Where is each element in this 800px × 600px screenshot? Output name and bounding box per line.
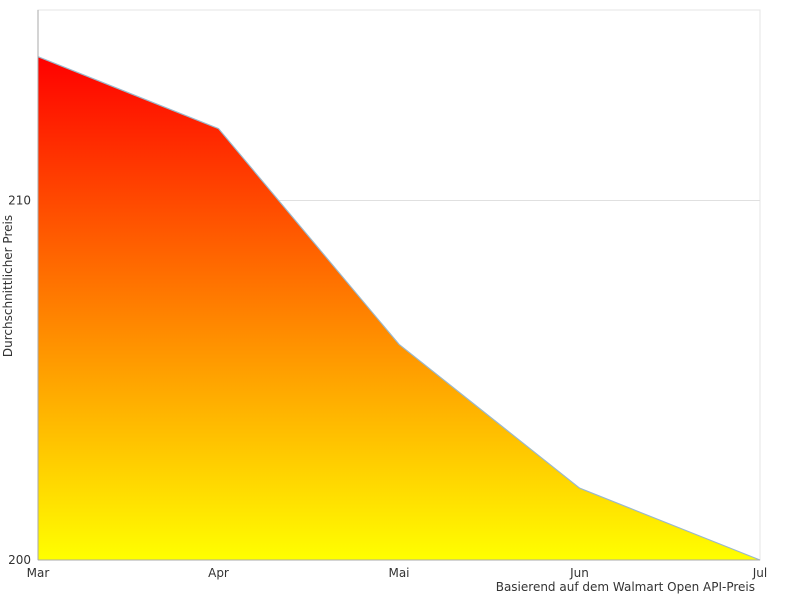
y-tick-label-200: 200 — [8, 553, 31, 567]
x-tick-labels: Mar Apr Mai Jun Jul — [27, 566, 768, 580]
x-tick-label-Apr: Apr — [208, 566, 229, 580]
x-axis-caption: Basierend auf dem Walmart Open API-Preis — [496, 580, 755, 594]
y-tick-labels: 200 210 — [8, 194, 31, 567]
area-fill — [38, 56, 760, 560]
y-axis-label: Durchschnittlicher Preis — [1, 215, 15, 357]
series-line — [37, 56, 761, 561]
axis-lines — [37, 10, 760, 561]
x-tick-label-Jun: Jun — [569, 566, 589, 580]
x-tick-label-Mar: Mar — [27, 566, 50, 580]
y-tick-label-210: 210 — [8, 194, 31, 208]
area-series — [37, 56, 761, 561]
x-tick-label-Mai: Mai — [388, 566, 409, 580]
x-tick-label-Jul: Jul — [752, 566, 767, 580]
